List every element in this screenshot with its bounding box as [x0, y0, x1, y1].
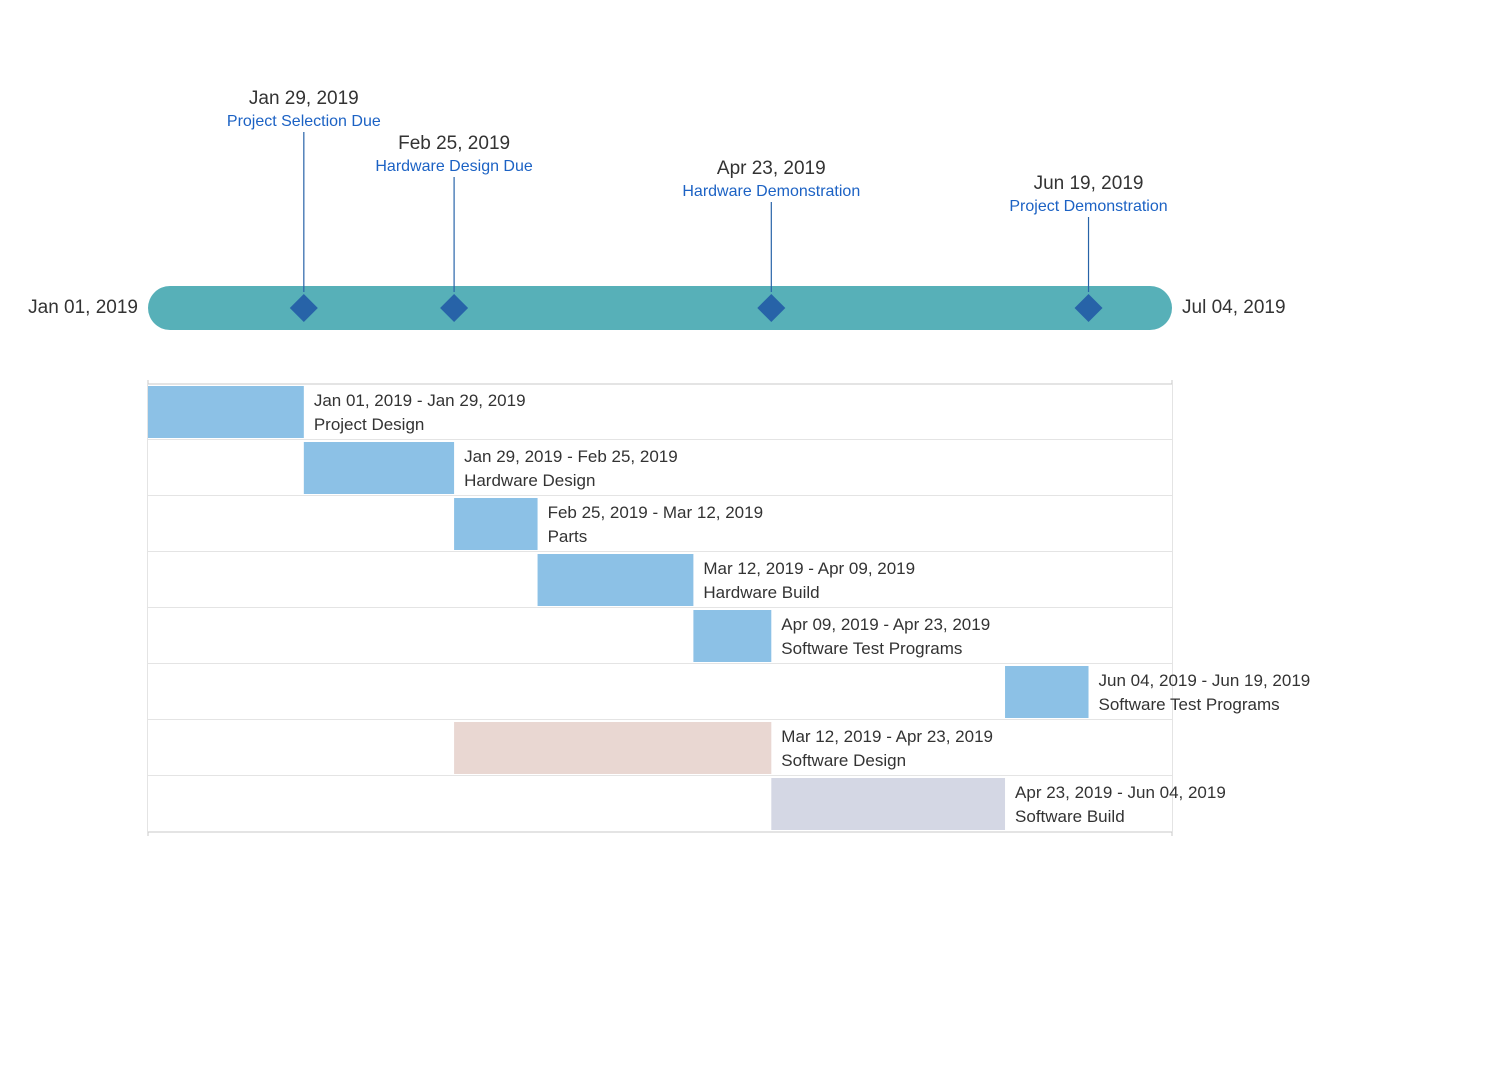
- task-name: Software Test Programs: [1099, 695, 1280, 714]
- gantt-row: [148, 608, 1172, 664]
- milestone-date: Feb 25, 2019: [398, 133, 510, 154]
- gantt-bar: [693, 610, 771, 662]
- milestone-date: Jan 29, 2019: [249, 88, 359, 109]
- milestone-date: Jun 19, 2019: [1034, 173, 1144, 194]
- gantt-bar: [1005, 666, 1088, 718]
- task-name: Hardware Design: [464, 471, 595, 490]
- task-date-range: Apr 23, 2019 - Jun 04, 2019: [1015, 783, 1226, 802]
- task-date-range: Mar 12, 2019 - Apr 09, 2019: [703, 559, 915, 578]
- task-date-range: Jun 04, 2019 - Jun 19, 2019: [1099, 671, 1311, 690]
- task-date-range: Jan 01, 2019 - Jan 29, 2019: [314, 391, 526, 410]
- timeline-start-label: Jan 01, 2019: [28, 297, 138, 319]
- task-date-range: Feb 25, 2019 - Mar 12, 2019: [548, 503, 763, 522]
- task-date-range: Jan 29, 2019 - Feb 25, 2019: [464, 447, 678, 466]
- gantt-bar: [454, 498, 537, 550]
- task-date-range: Apr 09, 2019 - Apr 23, 2019: [781, 615, 990, 634]
- milestone-date: Apr 23, 2019: [717, 158, 826, 179]
- milestone-name: Project Selection Due: [227, 113, 381, 130]
- task-name: Parts: [548, 527, 588, 546]
- gantt-bar: [538, 554, 694, 606]
- gantt-bar: [771, 778, 1005, 830]
- timeline-chart: Jan 29, 2019 Project Selection Due Feb 25,…: [0, 0, 1500, 1065]
- task-name: Hardware Build: [703, 583, 819, 602]
- milestone-name: Hardware Demonstration: [682, 183, 860, 200]
- task-name: Software Design: [781, 751, 906, 770]
- task-name: Project Design: [314, 415, 425, 434]
- timeline-end-label: Jul 04, 2019: [1182, 297, 1286, 319]
- gantt-bar: [304, 442, 454, 494]
- gantt-bar: [454, 722, 771, 774]
- task-date-range: Mar 12, 2019 - Apr 23, 2019: [781, 727, 993, 746]
- gantt-bar: [148, 386, 304, 438]
- task-name: Software Build: [1015, 807, 1125, 826]
- milestone-name: Project Demonstration: [1009, 198, 1167, 215]
- milestone-name: Hardware Design Due: [375, 158, 533, 175]
- task-name: Software Test Programs: [781, 639, 962, 658]
